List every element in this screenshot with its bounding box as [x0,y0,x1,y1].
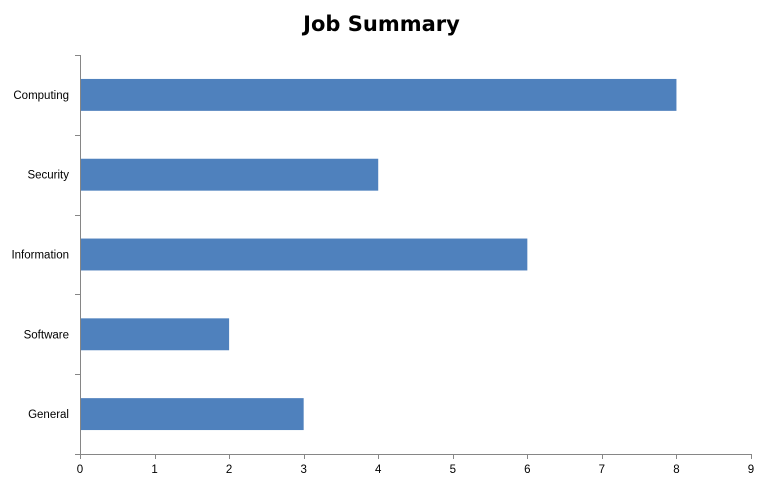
x-tick-label: 5 [450,464,456,476]
x-tick-label: 0 [77,464,83,476]
chart-title: Job Summary [303,12,460,36]
x-tick-label: 7 [599,464,605,476]
x-tick-label: 9 [748,464,754,476]
y-tick-label: Security [27,170,69,182]
axes-layer [75,55,752,459]
x-tick-label: 4 [375,464,382,476]
bar-general [80,398,304,431]
x-tick-label: 3 [300,464,306,476]
bar-security [80,158,379,191]
y-tick-label: Software [24,329,69,341]
x-tick-label: 2 [226,464,232,476]
y-tick-label: Computing [13,90,69,102]
x-tick-label: 1 [151,464,157,476]
bars-layer [80,78,677,431]
bar-computing [80,78,677,111]
labels-layer: Computing Security Information Software Gene… [11,90,754,476]
x-tick-label: 8 [673,464,679,476]
y-tick-label: General [28,409,69,421]
bar-software [80,318,230,351]
x-tick-label: 6 [524,464,530,476]
y-tick-label: Information [11,250,69,262]
bar-information [80,238,528,271]
